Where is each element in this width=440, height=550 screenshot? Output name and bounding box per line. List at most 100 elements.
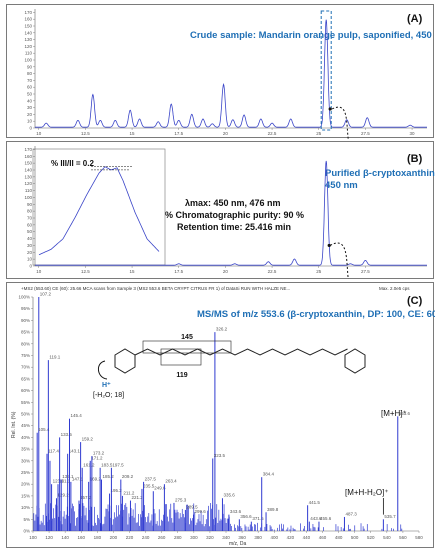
- y-tick-label: 10: [27, 257, 33, 262]
- y-tick-label: 160: [24, 17, 32, 22]
- y-tick-label: 30: [27, 243, 33, 248]
- y-tick-label: 30: [27, 105, 33, 110]
- ms-peak-label: 123.1: [53, 479, 65, 484]
- ms-x-tick-label: 200: [110, 535, 118, 540]
- ms-peak-label: 117.4: [48, 448, 59, 453]
- x-tick-label: 15: [130, 131, 136, 136]
- y-tick-label: 40: [27, 236, 33, 241]
- connector-dot-b: [327, 243, 331, 248]
- y-tick-label: 0: [29, 264, 32, 269]
- y-tick-label: 140: [24, 30, 32, 35]
- ms-y-tick-label: 50%: [21, 412, 30, 417]
- y-tick-label: 70: [27, 78, 33, 83]
- x-tick-label: 22.5: [268, 269, 277, 274]
- ms-x-tick-label: 500: [351, 535, 359, 540]
- ms-x-tick-label: 300: [190, 535, 198, 540]
- y-tick-label: 60: [27, 85, 33, 90]
- panel-c-title: MS/MS of m/z 553.6 (β-cryptoxanthin, DP:…: [197, 309, 435, 320]
- ms-peak-label: 169.2: [90, 476, 102, 481]
- ms-peak-label: 389.8: [267, 507, 279, 512]
- annot-119: 119: [176, 372, 187, 379]
- x-tick-label: 10: [36, 131, 42, 136]
- ms-peak-label: 356.6: [240, 514, 252, 519]
- ms-peak-label: 209.2: [122, 474, 134, 479]
- chromatogram-b: (B) Purified β-cryptoxanthin, 450 nm λma…: [24, 146, 435, 280]
- ms-peak-label: 195.2: [111, 488, 123, 493]
- connector-arrow-b: [329, 242, 349, 280]
- panel-a-label: (A): [407, 13, 423, 25]
- ms-peak-label: 323.5: [214, 453, 226, 458]
- ms-x-tick-label: 560: [399, 535, 407, 540]
- fragment-box-119: [160, 348, 202, 366]
- inset-spectrum-trace: [38, 166, 160, 256]
- panel-b-label: (B): [407, 153, 423, 165]
- annot-145: 145: [181, 334, 193, 341]
- structure-drawing: [114, 340, 366, 374]
- x-axis-label: m/z, Da: [229, 541, 246, 547]
- ms-peak-label: 161.2: [83, 462, 95, 467]
- y-tick-label: 0: [29, 126, 32, 131]
- y-tick-label: 150: [24, 24, 32, 29]
- ms-x-tick-label: 220: [126, 535, 134, 540]
- ms-x-tick-label: 580: [415, 535, 423, 540]
- panel-c-label: (C): [407, 295, 423, 307]
- ms-x-tick-label: 340: [222, 535, 230, 540]
- ms-header: +MS2 (553.60) CE (60): 25.66 MCA scans f…: [21, 286, 290, 291]
- y-tick-label: 170: [24, 147, 32, 152]
- ms-y-tick-label: 0%: [23, 529, 30, 534]
- y-tick-label: 60: [27, 222, 33, 227]
- y-tick-label: 50: [27, 92, 33, 97]
- ms-peak-label: 185.2: [103, 474, 115, 479]
- ms-peak-label: 147.1: [72, 476, 84, 481]
- ms-x-tick-label: 480: [335, 535, 343, 540]
- ms-y-tick-label: 15%: [21, 493, 30, 498]
- panel-a-title: Crude sample: Mandarin orange pulp, sapo…: [190, 30, 435, 41]
- ms-x-tick-label: 440: [303, 535, 311, 540]
- ms-peak-label: 159.2: [82, 437, 94, 442]
- ms-peak-label: 443.6: [310, 516, 322, 521]
- x-tick-label: 30: [410, 131, 416, 136]
- x-tick-label: 25: [316, 131, 322, 136]
- ms-x-tick-label: 360: [238, 535, 246, 540]
- x-tick-label: 20: [223, 269, 229, 274]
- y-tick-label: 90: [27, 202, 33, 207]
- ms-spectrum: +MS2 (553.60) CE (60): 25.66 MCA scans f…: [11, 286, 435, 547]
- chromatogram-trace: [35, 160, 427, 266]
- ms-peak-label: 221.2: [131, 495, 143, 500]
- y-tick-label: 110: [25, 188, 33, 193]
- ms-y-tick-label: 5%: [23, 517, 30, 522]
- y-tick-label: 80: [27, 209, 33, 214]
- ms-x-tick-label: 380: [254, 535, 262, 540]
- ms-peak-label: 183.5: [101, 462, 113, 467]
- ms-x-tick-label: 400: [270, 535, 278, 540]
- connector-arrow-a: [331, 106, 349, 139]
- panel-b: (B) Purified β-cryptoxanthin, 450 nm λma…: [6, 141, 435, 280]
- ms-peak-label: 335.6: [223, 493, 235, 498]
- ms-header-right: Max. 2.0e5 cps: [379, 286, 410, 291]
- ms-x-tick-label: 260: [158, 535, 166, 540]
- x-tick-label: 20: [223, 131, 229, 136]
- ms-peak-label: 197.5: [112, 462, 124, 467]
- ms-peak-label: 105.4: [38, 427, 50, 432]
- ms-y-tick-label: 80%: [21, 341, 30, 346]
- x-tick-label: 27.5: [361, 269, 370, 274]
- x-tick-label: 27.5: [361, 131, 370, 136]
- annot-h: H⁺: [102, 382, 111, 389]
- x-tick-label: 15: [130, 269, 136, 274]
- ms-x-tick-label: 460: [319, 535, 327, 540]
- ms-peak-label: 275.3: [175, 497, 187, 502]
- panel-b-title-1: Purified β-cryptoxanthin,: [325, 168, 435, 179]
- ms-y-tick-label: 40%: [21, 435, 30, 440]
- ms-peak-label: 129.2: [57, 493, 69, 498]
- ms-y-tick-label: 70%: [21, 365, 30, 370]
- x-tick-label: 17.5: [174, 269, 183, 274]
- x-tick-label: 12.5: [81, 269, 90, 274]
- y-tick-label: 160: [24, 154, 32, 159]
- ms-peak-label: 171.2: [91, 455, 103, 460]
- ms-y-tick-label: 30%: [21, 458, 30, 463]
- right-ring: [344, 348, 366, 374]
- ms-y-tick-label: 20%: [21, 482, 30, 487]
- ms-x-tick-label: 520: [367, 535, 375, 540]
- ms-y-tick-label: 95%: [21, 306, 30, 311]
